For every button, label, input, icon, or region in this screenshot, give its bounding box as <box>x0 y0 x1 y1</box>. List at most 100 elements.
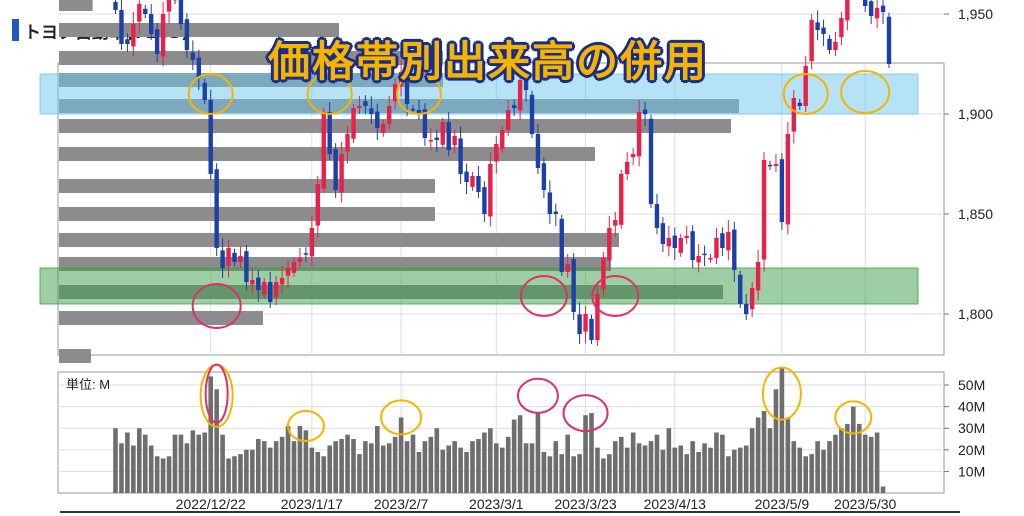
candle-body <box>803 66 808 106</box>
candle-body <box>149 14 154 34</box>
candle-body <box>291 262 297 273</box>
volume-bar <box>404 441 410 493</box>
volume-bar <box>256 439 261 493</box>
candle-body <box>839 18 844 38</box>
candle-body <box>131 24 136 47</box>
volume-bar <box>494 443 499 493</box>
volume-bar <box>767 428 773 493</box>
x-tick-label: 2023/3/1 <box>469 496 524 512</box>
candle-body <box>863 0 868 6</box>
candle-body <box>523 77 529 90</box>
volume-bar <box>636 443 642 493</box>
candle-body <box>143 8 148 14</box>
volume-bar <box>321 456 327 493</box>
candle-body <box>880 5 886 12</box>
volume-bar <box>190 430 196 493</box>
volume-profile-bar <box>59 23 339 37</box>
volume-profile-bar <box>59 51 443 65</box>
volume-profile-bar <box>59 207 435 221</box>
volume-bar <box>547 456 553 493</box>
volume-bar <box>779 367 785 493</box>
candle-body <box>137 4 142 22</box>
volume-bar <box>809 454 814 493</box>
candle-body <box>565 264 570 272</box>
volume-bar <box>845 423 850 493</box>
volume-profile-bar <box>59 119 731 133</box>
candle-body <box>678 238 683 253</box>
candle-body <box>833 42 838 50</box>
candle-body <box>660 223 666 244</box>
volume-bar <box>696 451 701 493</box>
banner-heading: 価格帯別出来高の併用 <box>268 37 709 86</box>
volume-bar <box>761 410 767 493</box>
volume-bar <box>476 439 481 493</box>
candle-body <box>268 282 273 302</box>
volume-bar <box>434 428 440 493</box>
candle-body <box>761 160 767 260</box>
volume-bar <box>214 389 219 493</box>
volume-bar <box>416 451 422 493</box>
volume-bar <box>458 447 463 493</box>
candle-body <box>809 20 814 62</box>
volume-bar <box>624 447 630 493</box>
volume-bar <box>113 428 118 493</box>
candle-body <box>422 109 428 138</box>
candle-body <box>238 256 243 262</box>
candle-body <box>440 122 445 145</box>
candle-body <box>404 69 410 104</box>
volume-highlight-circle <box>286 410 325 443</box>
volume-bar <box>464 451 469 493</box>
candle-body <box>226 248 231 266</box>
candle-body <box>190 52 196 60</box>
candle-body <box>625 162 630 174</box>
candle-body <box>654 204 660 228</box>
candle-body <box>398 72 404 87</box>
volume-bar <box>369 443 374 493</box>
volume-bar <box>821 449 826 493</box>
candle-body <box>506 110 511 130</box>
candle-body <box>708 258 713 260</box>
volume-highlight-circle <box>562 394 609 433</box>
candle-body <box>160 14 166 57</box>
x-tick-label: 2023/3/23 <box>554 496 616 512</box>
volume-bar <box>797 447 803 493</box>
volume-highlight-circle <box>380 399 423 436</box>
candle-body <box>154 29 160 54</box>
candle-body <box>446 122 451 150</box>
volume-bar <box>654 434 660 493</box>
volume-bar <box>250 449 255 493</box>
price-y-tick-label: 1,950 <box>958 6 993 22</box>
volume-bar <box>392 436 398 493</box>
candle-body <box>297 258 303 262</box>
volume-bar <box>535 413 541 493</box>
volume-profile-bar <box>59 179 435 193</box>
candle-body <box>303 253 309 255</box>
volume-bar <box>172 434 178 493</box>
candle-body <box>773 164 779 166</box>
volume-bar <box>791 441 797 493</box>
volume-bar <box>571 456 576 493</box>
candle-body <box>684 236 689 238</box>
volume-bar <box>446 445 451 493</box>
candle-body <box>202 82 207 100</box>
highlight-circle <box>306 73 353 115</box>
candle-body <box>208 100 213 174</box>
candle-body <box>886 16 892 64</box>
volume-bar <box>648 441 654 493</box>
x-tick-label: 2023/1/17 <box>281 496 343 512</box>
candle-body <box>553 211 558 214</box>
highlight-circle <box>395 73 442 115</box>
candle-body <box>767 164 773 167</box>
volume-highlight-circle <box>516 377 559 414</box>
candle-body <box>273 282 279 298</box>
volume-y-tick-label: 30M <box>958 420 985 436</box>
volume-bar <box>517 415 523 493</box>
candle-body <box>351 108 356 139</box>
volume-y-tick-label: 20M <box>958 442 985 458</box>
candle-body <box>345 134 350 152</box>
bottom-rule <box>60 511 960 513</box>
candle-body <box>410 108 416 111</box>
volume-bar <box>160 458 166 493</box>
candle-body <box>868 1 874 17</box>
price-y-tick-label: 1,850 <box>958 206 993 222</box>
